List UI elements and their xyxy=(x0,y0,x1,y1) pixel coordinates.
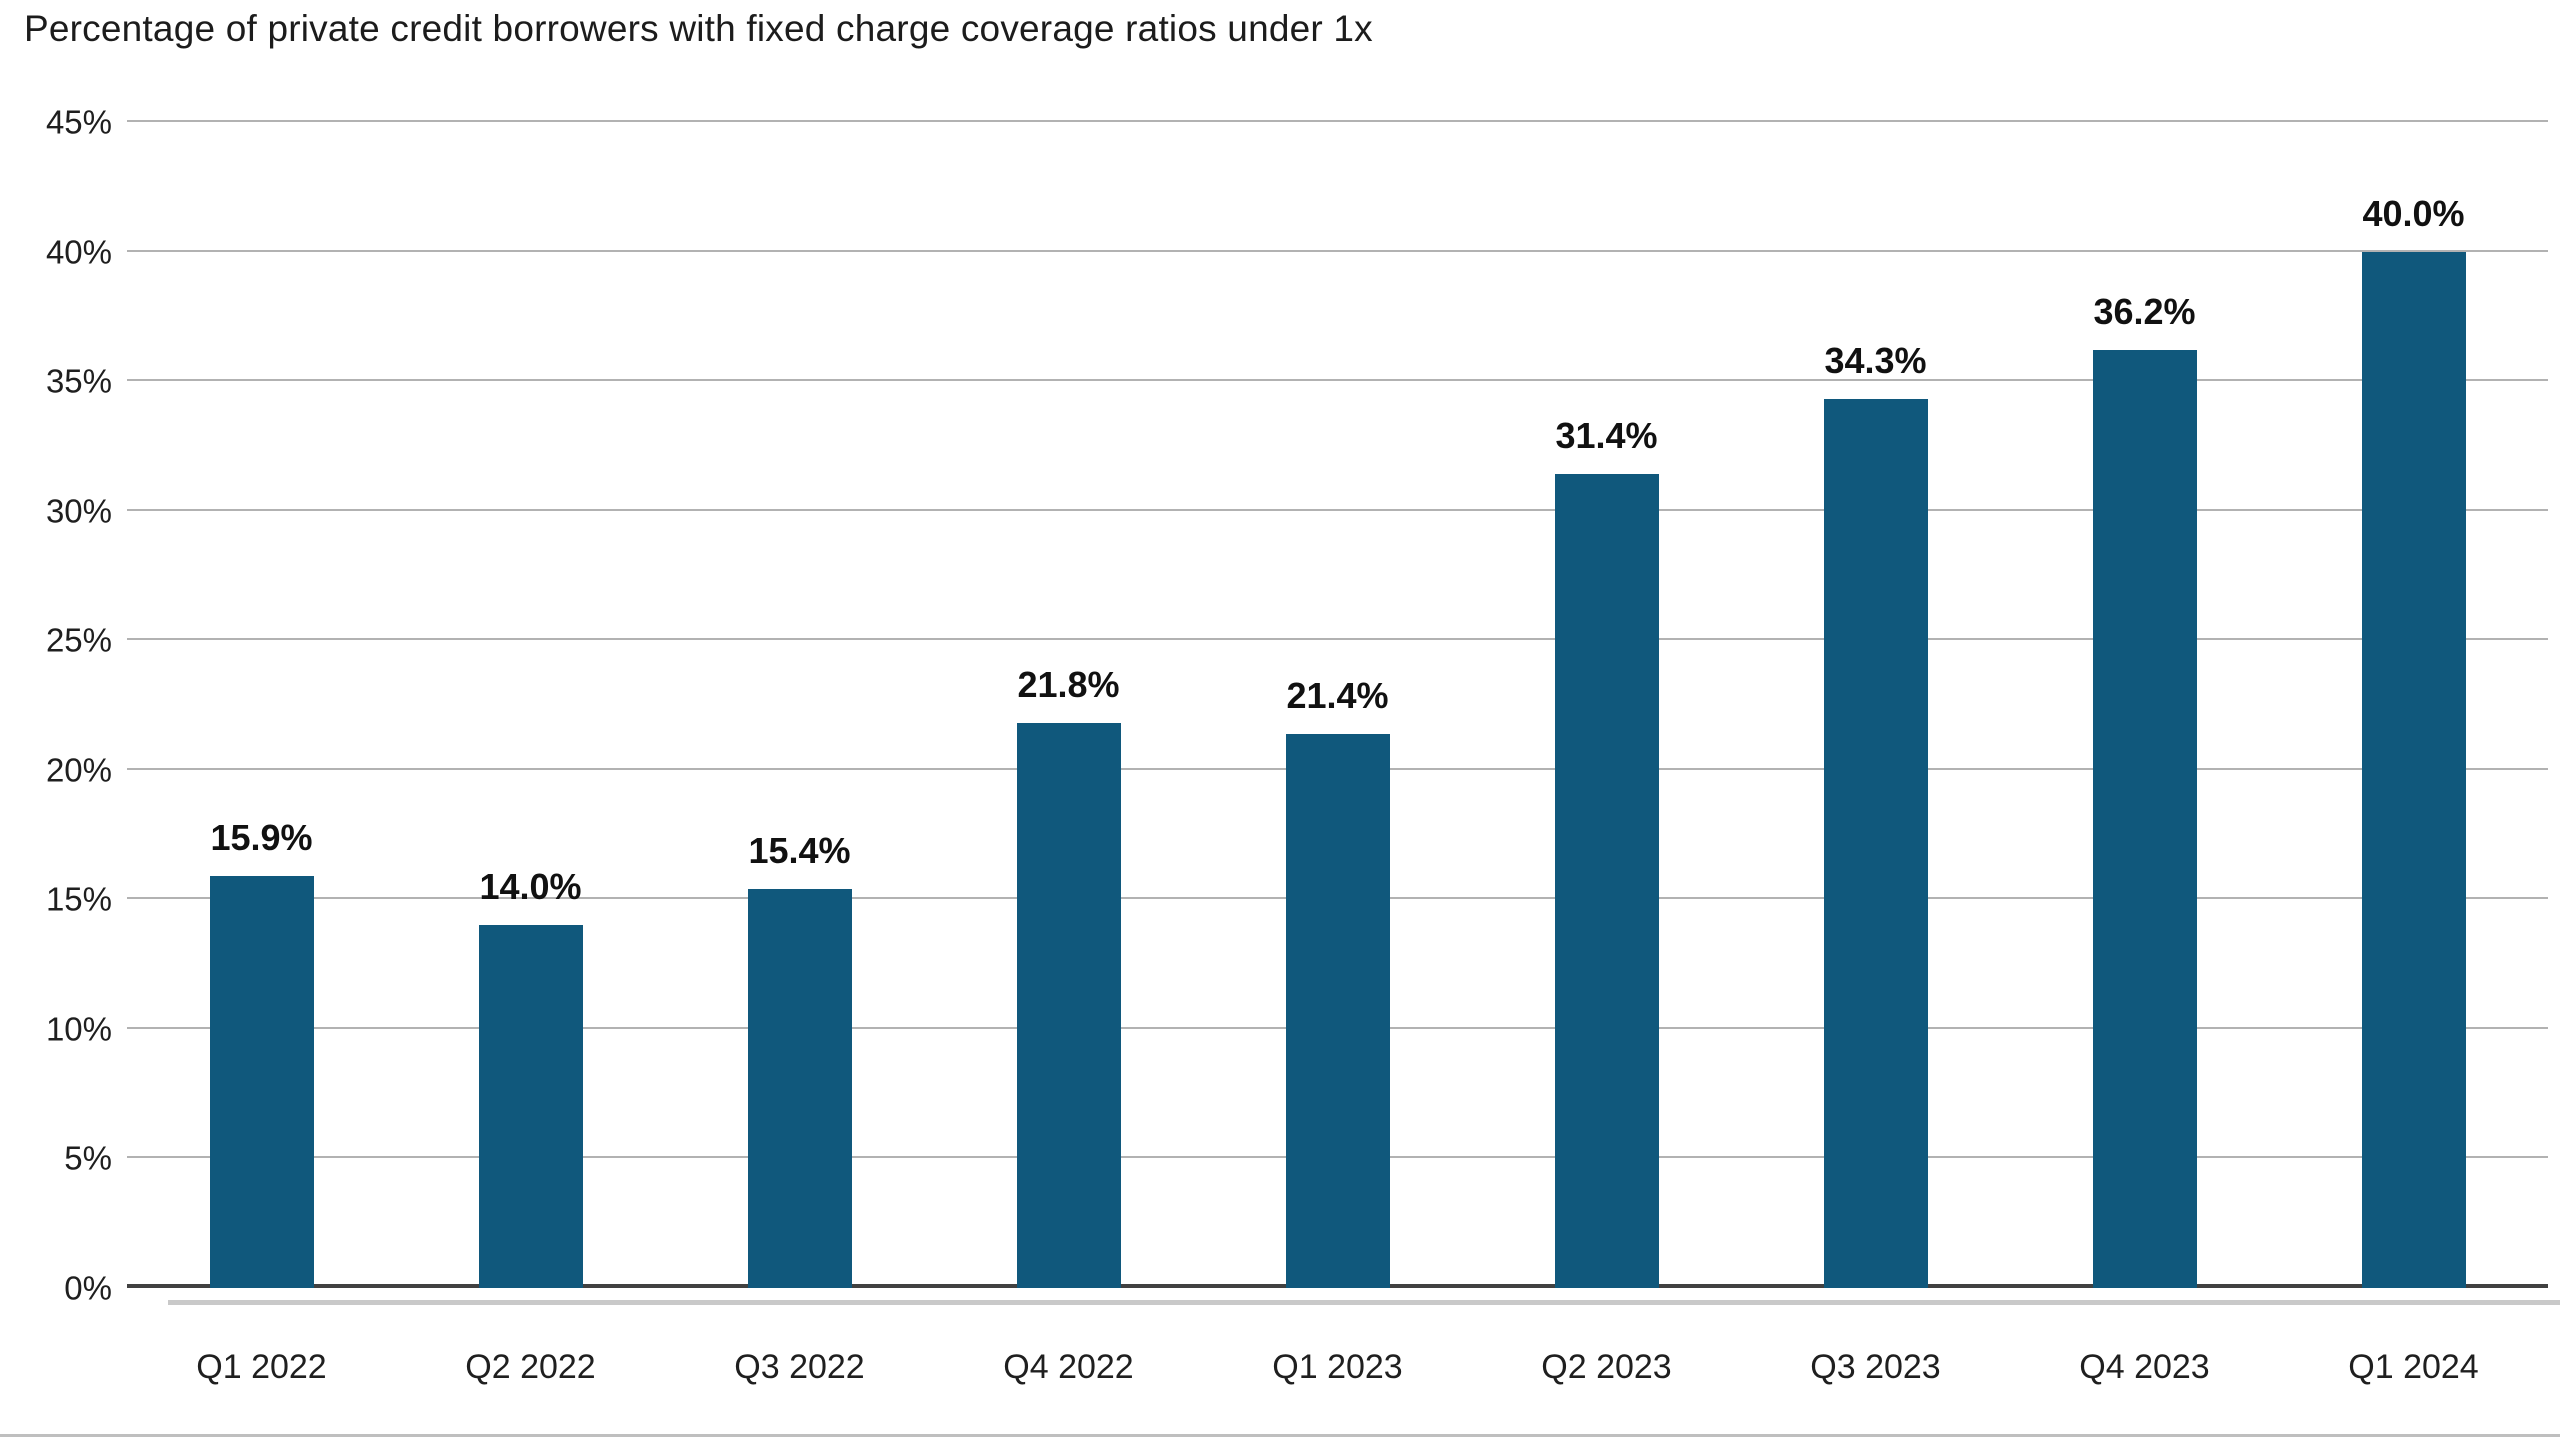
x-category-label: Q2 2022 xyxy=(465,1348,596,1386)
x-category-label: Q1 2023 xyxy=(1272,1348,1403,1386)
y-tick-label: 10% xyxy=(45,1010,112,1048)
y-tick-label: 0% xyxy=(64,1269,112,1307)
bar-group: 40.0% Q1 2024 xyxy=(2279,122,2548,1384)
bar-value-label: 40.0% xyxy=(2362,192,2465,234)
x-category-label: Q1 2024 xyxy=(2348,1348,2479,1386)
y-axis: 0% 5% 10% 15% 20% 25% 30% 35% 40% 45% xyxy=(0,106,112,1305)
bar xyxy=(209,876,314,1288)
bar-group: 15.9% Q1 2022 xyxy=(127,122,396,1384)
x-category-label: Q4 2023 xyxy=(2079,1348,2210,1386)
bar-value-label: 21.8% xyxy=(1017,664,1120,706)
x-category-label: Q2 2023 xyxy=(1541,1348,1672,1386)
bar xyxy=(478,925,583,1288)
gridline xyxy=(127,249,2548,252)
y-tick-label: 40% xyxy=(45,233,112,271)
x-category-label: Q3 2022 xyxy=(734,1348,865,1386)
bar xyxy=(1016,723,1121,1288)
bar-group: 14.0% Q2 2022 xyxy=(396,122,665,1384)
chart-title: Percentage of private credit borrowers w… xyxy=(24,8,1373,49)
bar-group: 34.3% Q3 2023 xyxy=(1741,122,2010,1384)
bars: 15.9% Q1 2022 14.0% Q2 2022 15.4% Q3 2022 21.8… xyxy=(127,122,2548,1384)
y-tick-label: 15% xyxy=(45,880,112,918)
bar-value-label: 15.4% xyxy=(748,829,851,871)
gridline xyxy=(127,508,2548,511)
bar-group: 21.8% Q4 2022 xyxy=(934,122,1203,1384)
y-tick-label: 5% xyxy=(64,1139,112,1177)
bottom-divider-line xyxy=(0,1434,2560,1437)
bar-value-label: 14.0% xyxy=(479,866,582,908)
y-tick-label: 25% xyxy=(45,621,112,659)
y-tick-label: 35% xyxy=(45,362,112,400)
gridline xyxy=(127,638,2548,641)
bar-value-label: 15.9% xyxy=(210,817,313,859)
bar xyxy=(1554,474,1659,1288)
bar xyxy=(2361,251,2466,1288)
axis-shadow-line xyxy=(168,1300,2560,1305)
bar xyxy=(747,888,852,1288)
bar-group: 36.2% Q4 2023 xyxy=(2010,122,2279,1384)
y-tick-label: 30% xyxy=(45,492,112,530)
bar xyxy=(2092,350,2197,1288)
bar-group: 21.4% Q1 2023 xyxy=(1203,122,1472,1384)
x-category-label: Q3 2023 xyxy=(1810,1348,1941,1386)
x-category-label: Q4 2022 xyxy=(1003,1348,1134,1386)
bar-group: 31.4% Q2 2023 xyxy=(1472,122,1741,1384)
y-tick-label: 20% xyxy=(45,751,112,789)
bar-value-label: 21.4% xyxy=(1286,674,1389,716)
plot-area: 15.9% Q1 2022 14.0% Q2 2022 15.4% Q3 2022 21.8… xyxy=(127,120,2548,1384)
bar-value-label: 34.3% xyxy=(1824,340,1927,382)
bar-value-label: 36.2% xyxy=(2093,291,2196,333)
gridline xyxy=(127,379,2548,382)
bar xyxy=(1823,399,1928,1288)
x-category-label: Q1 2022 xyxy=(196,1348,327,1386)
gridline xyxy=(127,120,2548,122)
bar-group: 15.4% Q3 2022 xyxy=(665,122,934,1384)
bar-value-label: 31.4% xyxy=(1555,415,1658,457)
bar xyxy=(1285,733,1390,1288)
y-tick-label: 45% xyxy=(45,103,112,141)
